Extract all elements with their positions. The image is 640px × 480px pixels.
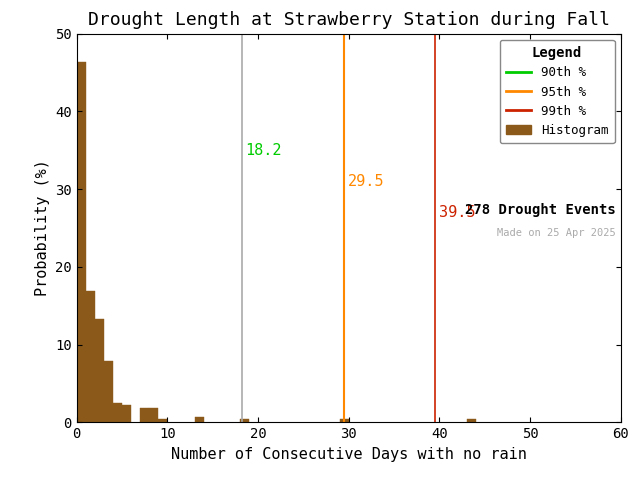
Bar	[340, 420, 349, 422]
Bar	[195, 417, 204, 422]
Text: 278 Drought Events: 278 Drought Events	[465, 203, 615, 217]
Bar	[240, 420, 249, 422]
Bar	[158, 420, 168, 422]
Title: Drought Length at Strawberry Station during Fall: Drought Length at Strawberry Station dur…	[88, 11, 610, 29]
Bar	[122, 405, 131, 422]
Bar	[104, 361, 113, 422]
Legend: 90th %, 95th %, 99th %, Histogram: 90th %, 95th %, 99th %, Histogram	[500, 40, 614, 144]
X-axis label: Number of Consecutive Days with no rain: Number of Consecutive Days with no rain	[171, 447, 527, 462]
Bar	[113, 403, 122, 422]
Bar	[77, 61, 86, 422]
Bar	[86, 291, 95, 422]
Text: 18.2: 18.2	[246, 143, 282, 158]
Bar	[140, 408, 149, 422]
Text: 29.5: 29.5	[348, 174, 385, 189]
Text: 39.5: 39.5	[438, 205, 475, 220]
Bar	[95, 319, 104, 422]
Text: Made on 25 Apr 2025: Made on 25 Apr 2025	[497, 228, 615, 238]
Bar	[149, 408, 158, 422]
Y-axis label: Probability (%): Probability (%)	[35, 159, 50, 297]
Bar	[467, 420, 476, 422]
